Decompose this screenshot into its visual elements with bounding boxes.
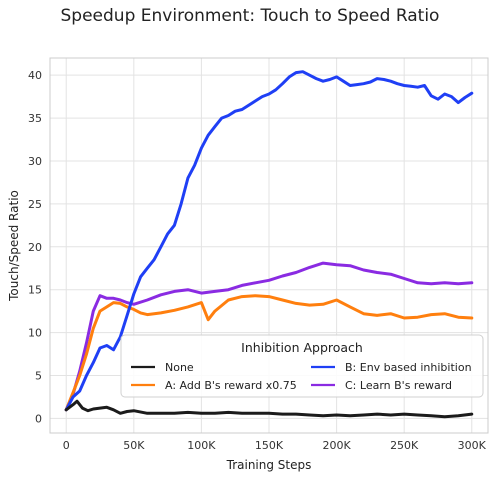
y-tick-label: 40 [28, 69, 42, 82]
legend-entry: None [165, 361, 194, 374]
x-tick-label: 200K [322, 439, 351, 452]
y-tick-label: 30 [28, 155, 42, 168]
x-tick-label: 100K [187, 439, 216, 452]
x-tick-label: 50K [123, 439, 145, 452]
y-axis-label: Touch/Speed Ratio [7, 190, 21, 302]
legend-entry: C: Learn B's reward [345, 379, 452, 392]
y-tick-label: 20 [28, 241, 42, 254]
x-tick-label: 0 [63, 439, 70, 452]
legend-entry: B: Env based inhibition [345, 361, 472, 374]
legend-title: Inhibition Approach [241, 340, 363, 355]
chart-title: Speedup Environment: Touch to Speed Rati… [60, 6, 440, 26]
series-line [64, 294, 474, 412]
y-tick-label: 0 [35, 412, 42, 425]
y-tick-label: 35 [28, 112, 42, 125]
y-tick-label: 5 [35, 370, 42, 383]
y-tick-label: 15 [28, 284, 42, 297]
series-line [64, 70, 474, 412]
y-tick-label: 10 [28, 327, 42, 340]
plot-frame [49, 57, 489, 434]
x-tick-label: 250K [390, 439, 419, 452]
series-line [64, 399, 474, 419]
x-axis-label: Training Steps [226, 458, 312, 472]
x-tick-label: 150K [255, 439, 284, 452]
y-tick-label: 25 [28, 198, 42, 211]
x-tick-label: 300K [458, 439, 487, 452]
legend-box [120, 334, 484, 398]
series-line [64, 261, 474, 412]
legend: Inhibition Approach None A: Add B's reward… [120, 334, 484, 398]
legend-entry: A: Add B's reward x0.75 [165, 379, 297, 392]
